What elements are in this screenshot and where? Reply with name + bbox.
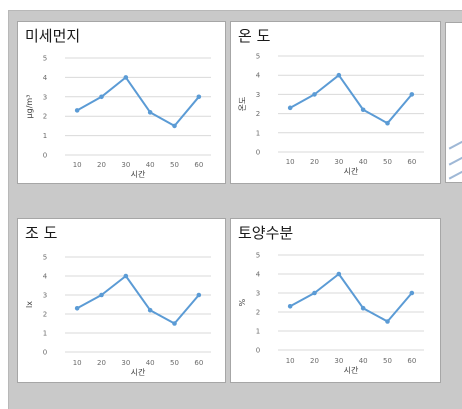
series-line: [289, 74, 413, 125]
y-tick-label: 5: [256, 53, 260, 61]
chart-title: 조 도: [25, 224, 58, 242]
data-point: [360, 305, 366, 311]
y-tick-label: 1: [43, 330, 47, 338]
x-tick-label: 60: [194, 359, 203, 367]
y-tick-label: 3: [256, 290, 260, 298]
chart-title: 미세먼지: [25, 27, 81, 45]
x-tick-label: 20: [310, 158, 319, 166]
y-axis-title: 온도: [238, 97, 247, 112]
series-line: [76, 76, 200, 127]
x-tick-label: 10: [286, 158, 295, 166]
data-point: [196, 94, 202, 100]
y-tick-label: 1: [256, 328, 260, 336]
x-tick-label: 20: [310, 357, 319, 365]
data-point: [360, 107, 366, 113]
window-left-strip: [0, 10, 9, 409]
y-axis-title: %: [238, 298, 247, 306]
data-point: [172, 321, 177, 326]
chart-panel-temperature: 온 도 0 1 2 3 4 5 10 20 30 40 50 60 시간 온도: [230, 21, 441, 184]
y-axis-title: μg/m³: [25, 95, 34, 119]
x-tick-label: 30: [121, 359, 130, 367]
data-point: [99, 94, 104, 100]
y-tick-label: 4: [43, 273, 48, 281]
x-tick-label: 40: [146, 161, 155, 169]
y-tick-label: 2: [256, 309, 260, 317]
y-tick-label: 1: [256, 129, 260, 137]
x-tick-label: 10: [73, 161, 82, 169]
chart-svg: 0 1 2 3 4 5 10 20 30 40 50 60 시간 μg/m³: [25, 55, 211, 179]
x-tick-label: 60: [194, 161, 203, 169]
data-point: [147, 307, 153, 313]
x-tick-label: 50: [383, 357, 392, 365]
y-tick-label: 4: [256, 271, 261, 279]
data-point: [287, 304, 293, 309]
x-tick-label: 50: [383, 158, 392, 166]
x-tick-label: 50: [170, 161, 179, 169]
chart-svg: 0 1 2 3 4 5 10 20 30 40 50 60 시간%: [238, 252, 424, 375]
x-axis-title: 시간: [344, 365, 359, 375]
x-tick-label: 60: [407, 357, 416, 365]
data-point: [312, 92, 317, 97]
y-axis-title: lx: [25, 301, 34, 308]
x-tick-label: 50: [170, 359, 179, 367]
y-tick-label: 5: [43, 55, 47, 63]
data-point: [409, 290, 415, 296]
data-point: [385, 120, 390, 126]
data-point: [74, 306, 80, 311]
x-axis-title: 시간: [131, 169, 146, 179]
data-point: [385, 319, 390, 324]
data-point: [123, 273, 129, 279]
data-point: [196, 292, 202, 298]
x-tick-label: 30: [334, 158, 343, 166]
y-tick-label: 2: [43, 113, 47, 121]
x-tick-label: 40: [359, 357, 368, 365]
y-tick-label: 2: [43, 311, 47, 319]
y-tick-label: 3: [43, 292, 47, 300]
data-point: [409, 92, 415, 97]
chart-panel-soil-moisture: 토양수분 0 1 2 3 4 5 10 20 30 40 50 60 시간%: [230, 218, 441, 383]
x-tick-label: 10: [286, 357, 295, 365]
data-point: [99, 292, 104, 298]
window-top-strip: [0, 0, 462, 11]
chart-svg: 0 1 2 3 4 5 10 20 30 40 50 60 시간 lx: [25, 254, 211, 377]
partial-chart-panel: [445, 22, 462, 183]
y-tick-label: 0: [256, 347, 260, 355]
y-tick-label: 0: [256, 149, 260, 157]
chart-title: 토양수분: [238, 224, 294, 242]
y-tick-label: 1: [43, 132, 47, 140]
data-point: [74, 108, 80, 113]
y-tick-label: 2: [256, 110, 260, 118]
series-line: [289, 273, 413, 323]
data-point: [147, 110, 153, 115]
data-point: [336, 271, 342, 277]
data-point: [172, 123, 177, 129]
x-tick-label: 40: [359, 158, 368, 166]
x-tick-label: 10: [73, 359, 82, 367]
y-tick-label: 0: [43, 152, 47, 160]
x-tick-label: 30: [334, 357, 343, 365]
chart-panel-illuminance: 조 도 0 1 2 3 4 5 10 20 30 40 50 60 시간 lx: [17, 218, 226, 383]
x-tick-label: 20: [97, 161, 106, 169]
y-tick-label: 3: [256, 91, 260, 99]
x-tick-label: 60: [407, 158, 416, 166]
x-tick-label: 20: [97, 359, 106, 367]
y-tick-label: 5: [43, 254, 47, 262]
data-point: [312, 290, 317, 296]
chart-panel-fine-dust: 미세먼지 0 1 2 3 4 5 10 20 30 40 50 60 시간 μg/m³: [17, 21, 226, 184]
x-axis-title: 시간: [344, 166, 359, 176]
data-point: [287, 105, 293, 111]
x-tick-label: 40: [146, 359, 155, 367]
data-point: [123, 75, 129, 80]
x-tick-label: 30: [121, 161, 130, 169]
y-tick-label: 3: [43, 93, 47, 101]
series-line: [76, 275, 200, 325]
y-tick-label: 5: [256, 252, 260, 260]
chart-svg: 0 1 2 3 4 5 10 20 30 40 50 60 시간 온도: [238, 53, 424, 176]
chart-title: 온 도: [238, 27, 271, 45]
y-tick-label: 4: [256, 72, 261, 80]
x-axis-title: 시간: [131, 367, 146, 377]
y-tick-label: 4: [43, 74, 48, 82]
data-point: [336, 72, 342, 78]
y-tick-label: 0: [43, 349, 47, 357]
